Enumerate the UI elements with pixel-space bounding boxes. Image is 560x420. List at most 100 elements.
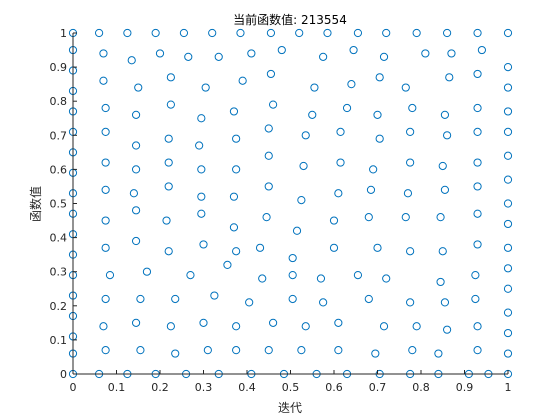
data-point: [232, 247, 241, 256]
data-point: [229, 223, 239, 232]
data-point: [334, 346, 343, 355]
data-point: [473, 158, 482, 167]
data-point: [336, 158, 345, 167]
x-axis-label: 迭代: [278, 401, 302, 415]
data-point: [262, 213, 271, 222]
data-point: [434, 349, 443, 358]
data-point: [473, 182, 482, 191]
data-point: [438, 247, 447, 256]
data-point: [473, 346, 482, 355]
data-point: [408, 103, 417, 113]
data-point: [412, 322, 421, 331]
data-point: [277, 45, 286, 55]
data-point: [473, 28, 482, 38]
scatter-points: [68, 28, 513, 379]
data-point: [245, 298, 254, 307]
data-point: [229, 192, 239, 201]
data-point: [366, 185, 376, 194]
data-point: [292, 226, 302, 235]
y-tick-label: 0.4: [50, 232, 68, 245]
data-point: [129, 189, 138, 198]
data-point: [101, 127, 110, 136]
data-point: [473, 322, 482, 331]
data-point: [382, 274, 391, 283]
data-point: [329, 243, 339, 252]
data-point: [208, 28, 217, 38]
data-point: [477, 45, 486, 55]
data-point: [288, 294, 297, 304]
data-point: [503, 107, 513, 116]
data-point: [347, 80, 356, 89]
x-tick-label: 0.3: [195, 381, 213, 394]
data-point: [269, 318, 278, 327]
y-tick-label: 0.6: [50, 163, 68, 176]
data-point: [131, 141, 141, 150]
data-point: [155, 49, 165, 58]
data-point: [353, 271, 363, 280]
data-point: [447, 49, 456, 58]
data-point: [164, 247, 173, 256]
data-point: [336, 127, 345, 136]
data-point: [101, 294, 110, 304]
data-point: [319, 298, 328, 307]
data-point: [403, 189, 413, 198]
data-point: [503, 199, 513, 208]
data-point: [371, 349, 380, 358]
data-point: [171, 294, 180, 304]
data-point: [323, 28, 332, 38]
data-point: [131, 206, 141, 215]
data-point: [197, 165, 206, 174]
data-point: [136, 294, 145, 304]
data-point: [297, 195, 306, 205]
data-point: [443, 28, 452, 38]
data-point: [375, 134, 384, 143]
data-point: [373, 243, 382, 252]
data-point: [105, 271, 115, 280]
data-point: [99, 49, 108, 58]
data-point: [236, 28, 245, 38]
data-point: [134, 83, 143, 92]
data-point: [164, 134, 173, 143]
data-point: [201, 83, 210, 92]
data-point: [443, 131, 452, 140]
data-point: [195, 141, 204, 150]
data-point: [264, 346, 273, 355]
data-point: [101, 103, 110, 113]
data-point: [131, 318, 141, 327]
data-point: [264, 124, 273, 133]
data-point: [232, 134, 241, 143]
data-point: [334, 189, 343, 198]
data-point: [369, 165, 378, 174]
data-point: [131, 165, 141, 174]
data-point: [421, 49, 430, 58]
data-point: [364, 294, 373, 304]
x-tick-label: 0.9: [456, 381, 474, 394]
data-point: [436, 277, 445, 287]
y-tick-label: 0.1: [50, 334, 68, 347]
data-point: [412, 28, 421, 38]
data-point: [99, 76, 108, 85]
data-point: [127, 56, 136, 65]
data-point: [299, 161, 308, 171]
data-point: [401, 83, 410, 92]
x-tick-label: 0: [70, 381, 77, 394]
data-point: [264, 151, 273, 160]
data-point: [197, 114, 206, 123]
data-point: [436, 213, 445, 222]
data-point: [349, 45, 358, 55]
data-point: [295, 28, 304, 38]
data-point: [503, 28, 513, 38]
data-point: [503, 219, 513, 229]
data-point: [310, 83, 319, 92]
data-point: [503, 328, 513, 338]
data-point: [95, 28, 104, 38]
y-axis-ticks: 0 0.1 0.2 0.3 0.4 0.5 0.6 0.7 0.8 0.9 1: [50, 27, 77, 381]
data-point: [473, 209, 482, 218]
data-point: [443, 325, 452, 334]
data-point: [101, 243, 110, 252]
data-point: [288, 253, 297, 263]
data-point: [440, 185, 450, 194]
data-point: [223, 260, 232, 269]
data-point: [301, 322, 310, 331]
data-point: [406, 127, 415, 136]
